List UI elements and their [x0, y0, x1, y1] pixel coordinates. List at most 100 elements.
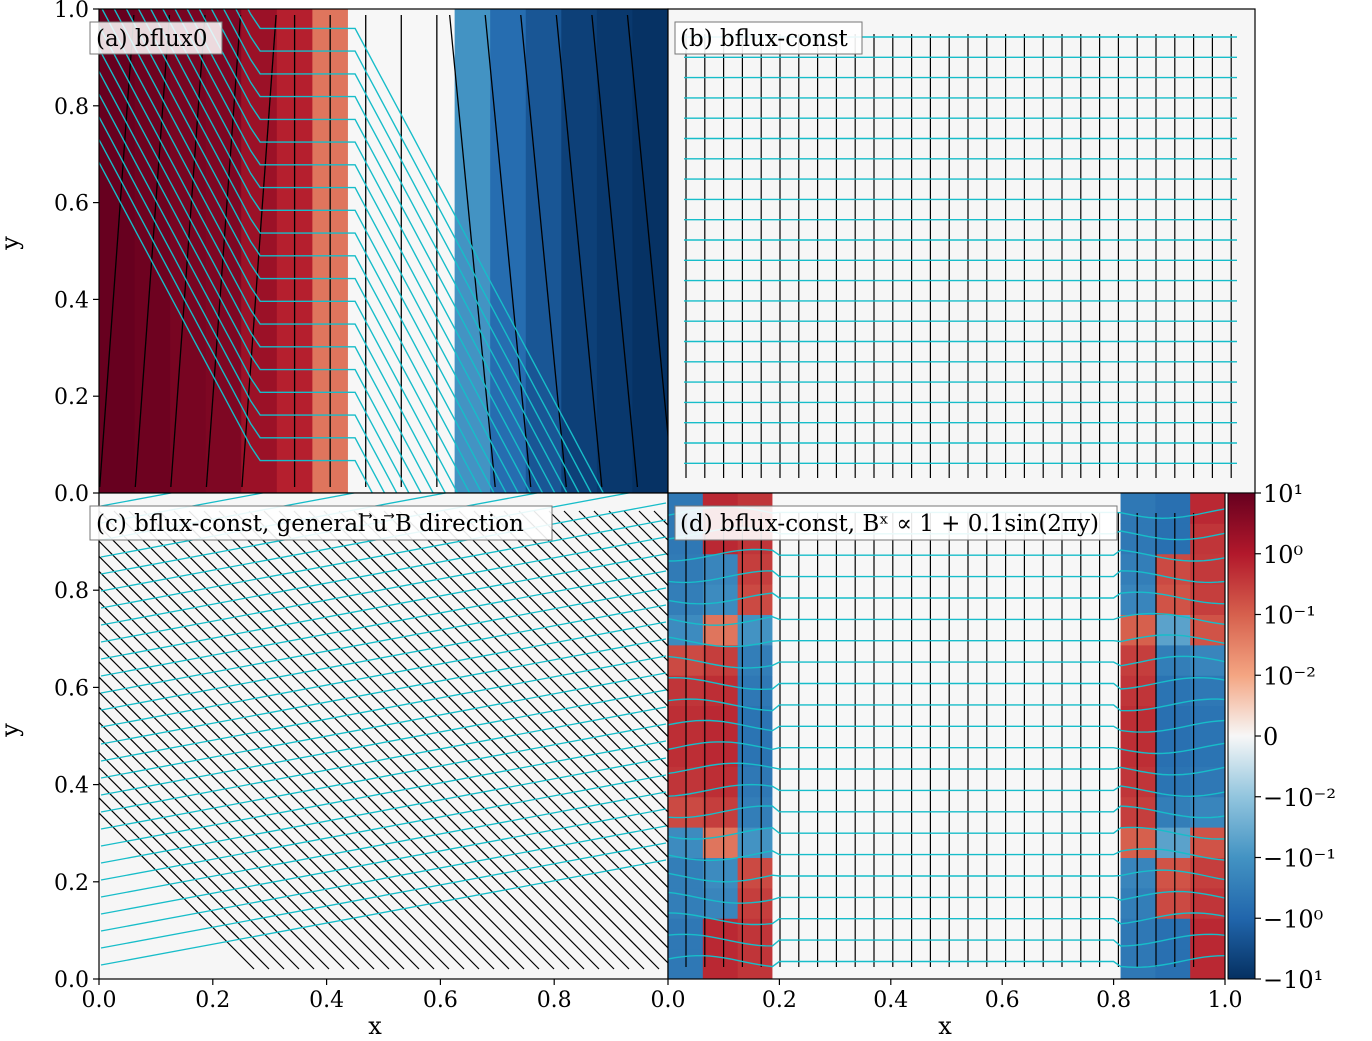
panel-c-quiver-line: [488, 510, 668, 693]
panel-c-quiver-line: [99, 570, 495, 970]
panel-c-streamline: [100, 638, 667, 745]
panel-d-cell: [702, 553, 739, 585]
panel-a-streamline: [137, 9, 495, 493]
panel-c-quiver-line: [443, 510, 668, 738]
y-top-tick-label: 0.8: [54, 95, 89, 120]
panel-c-quiver-line: [248, 510, 668, 934]
panel-c-streamline: [100, 842, 667, 949]
panel-d-cell: [1120, 857, 1156, 889]
colorbar-ticks: 10¹ 10⁰ 10⁻¹ 10⁻² 0 −10⁻² −10⁻¹ −10⁰ −10¹: [1255, 480, 1336, 994]
panel-d-streamlines: [668, 505, 1225, 969]
panel-d-cell: [772, 705, 1122, 737]
panel-c-streamline: [100, 502, 667, 609]
panel-c-title: (c) bflux-const, general ⃗u ⃗B direction: [96, 511, 524, 537]
panel-d-title: (d) bflux-const, Bˣ ∝ 1 + 0.1sin(2πy): [680, 511, 1099, 537]
x-left-tick-label: 0.2: [195, 988, 230, 1013]
panel-b-quiver: [685, 34, 1232, 478]
panel-d-cell: [1190, 584, 1225, 615]
panel-d-cell: [772, 736, 1122, 767]
panel-c-streamline: [100, 604, 667, 711]
panel-c-quiver-line: [323, 510, 668, 859]
panel-b-streamlines: [684, 36, 1237, 464]
panel-c-streamlines: [100, 493, 667, 966]
colorbar-tick-label: 10⁰: [1263, 541, 1303, 569]
panel-c-streamline: [100, 791, 667, 898]
panel-a-streamline: [99, 162, 374, 493]
x-right-tick-label: 0.2: [762, 988, 797, 1013]
panel-d-streamline: [668, 783, 1225, 798]
panel-d-cell: [772, 584, 1122, 615]
panel-a-title: (a) bflux0: [96, 26, 207, 52]
panel-c-title-box: [89, 505, 553, 541]
panel-d-cell: [737, 796, 773, 828]
panel-c-quiver-line: [233, 510, 668, 949]
panel-d-cell: [1120, 553, 1156, 585]
panel-c-streamline: [100, 723, 667, 830]
x-axis-label-right: x: [938, 1012, 952, 1040]
panel-d-streamline: [668, 762, 1225, 776]
panel-b: (b) bflux-const: [667, 8, 1256, 494]
panel-c-streamline: [100, 706, 667, 813]
panel-a-streamline: [99, 48, 434, 493]
panel-c-streamline: [100, 570, 667, 677]
panel-d-cell: [1190, 827, 1225, 858]
panel-c-quiver-line: [293, 510, 668, 889]
y-top-tick-label: 0.0: [54, 482, 89, 507]
panel-d-cell: [772, 766, 1122, 798]
panel-d-cell: [1120, 584, 1156, 615]
panel-c-streamline: [100, 808, 667, 915]
colorbar-tick-label: 10¹: [1263, 480, 1303, 508]
panel-d-streamline: [668, 698, 1225, 712]
panel-c-streamline: [100, 536, 667, 643]
panel-b-title-box: [674, 21, 863, 55]
y-bottom-tick-label: 0.4: [54, 774, 89, 799]
panel-d-cell: [1190, 857, 1225, 889]
panel-c-streamline: [100, 740, 667, 847]
panel-d-streamline: [668, 826, 1225, 840]
y-top-tick-label: 0.4: [54, 288, 89, 313]
panel-c-quiver-line: [368, 510, 668, 813]
panel-d-streamline: [668, 869, 1225, 883]
panel-a-streamline: [99, 25, 447, 493]
panel-d-cell: [772, 887, 1122, 919]
panel-d-streamline: [668, 676, 1225, 690]
panel-d-cell: [1155, 705, 1191, 737]
x-right-tick-label: 1.0: [1208, 988, 1243, 1013]
panel-d-cell: [1120, 827, 1156, 858]
panel-c-quiver-line: [383, 510, 668, 798]
y-bottom-tick-label: 0.6: [54, 676, 89, 701]
x-right-tick-label: 0.0: [651, 988, 686, 1013]
panel-c-streamline: [100, 587, 667, 694]
panel-d-streamline: [668, 848, 1225, 862]
panel-a-streamlines: [99, 9, 605, 493]
colorbar-tick-label: −10⁰: [1263, 905, 1323, 933]
panel-d-streamline: [668, 741, 1225, 755]
panel-a-quiver-line: [555, 14, 603, 488]
panel-d-title-box: [674, 505, 1118, 541]
panel-c-quiver-line: [278, 510, 668, 904]
panel-d-streamline: [668, 912, 1225, 926]
panel-d-cell: [1120, 887, 1156, 919]
panel-a-streamline: [99, 139, 386, 493]
panel-c-streamline: [100, 689, 667, 796]
panel-c-quiver-line: [218, 510, 668, 964]
panel-c-quiver-line: [533, 510, 668, 647]
panel-d-streamline: [668, 634, 1225, 648]
x-right-tick-label: 0.6: [985, 988, 1020, 1013]
panel-a-streamline: [99, 93, 410, 493]
panel-d-cell: [1155, 766, 1191, 798]
panel-c-streamline: [100, 774, 667, 881]
panel-d-cell: [1190, 948, 1225, 979]
panel-c-quiver-line: [428, 510, 668, 753]
panel-d-cell: [772, 675, 1122, 707]
panel-d-cell: [772, 644, 1122, 676]
panel-c-streamline: [100, 757, 667, 864]
panel-b-background: [668, 9, 1255, 493]
panel-a-streamline: [210, 9, 568, 493]
y-top-tick-label: 0.2: [54, 385, 89, 410]
y-top-tick-label: 1.0: [54, 0, 89, 23]
panel-c-quiver-line: [128, 510, 585, 970]
panel-d-cell: [702, 614, 739, 646]
panel-a-streamline: [125, 9, 483, 493]
colorbar: 10¹ 10⁰ 10⁻¹ 10⁻² 0 −10⁻² −10⁻¹ −10⁰ −10¹: [1227, 480, 1336, 994]
